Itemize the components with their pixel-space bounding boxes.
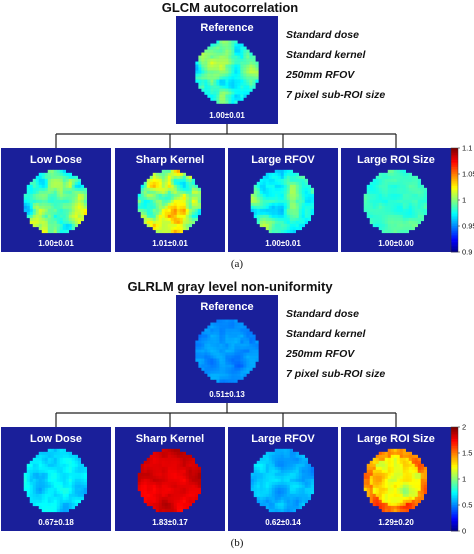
colorbar-tick: 1 <box>462 196 466 205</box>
panel-2: Large RFOV 1.00±0.01 <box>228 148 338 252</box>
colorbar-tick: 1.5 <box>462 449 472 458</box>
condition-text: Standard kernel <box>286 328 366 340</box>
condition-text: Standard dose <box>286 29 359 41</box>
panel-3: Large ROI Size 1.29±0.20 <box>341 427 451 531</box>
connector-tree <box>55 403 397 427</box>
texture-map <box>363 448 428 513</box>
colorbar-tick: 0.95 <box>462 222 474 231</box>
panel-label: Sharp Kernel <box>136 154 204 166</box>
panel-label: Large RFOV <box>251 433 315 445</box>
colorbar-tick: 1.05 <box>462 170 474 179</box>
figure-caption-group: (b) <box>231 537 244 549</box>
colorbar: 2 1.5 1 0.5 0 <box>450 423 472 536</box>
figure-title-group: GLCM autocorrelation <box>162 0 299 15</box>
condition-text: 250mm RFOV <box>285 69 355 81</box>
texture-map <box>363 169 428 234</box>
condition-text: 7 pixel sub-ROI size <box>286 368 385 380</box>
figure-caption: (a) <box>231 258 244 270</box>
panel-label: Large ROI Size <box>357 433 435 445</box>
panel-1: Sharp Kernel 1.83±0.17 <box>115 427 225 531</box>
condition-text: 7 pixel sub-ROI size <box>286 89 385 101</box>
panel-value: 1.00±0.01 <box>38 239 74 248</box>
panel-label: Large ROI Size <box>357 154 435 166</box>
figure-caption-group: (a) <box>231 258 244 270</box>
texture-map <box>23 169 88 234</box>
colorbar: 1.1 1.05 1 0.95 0.9 <box>450 144 474 257</box>
colorbar-tick: 0.5 <box>462 501 472 510</box>
panel-label: Low Dose <box>30 433 82 445</box>
colorbar-tick: 1.1 <box>462 144 472 153</box>
colorbar-tick: 0.9 <box>462 248 472 257</box>
reference-conditions: Standard dose Standard kernel 250mm RFOV 7 … <box>285 308 385 380</box>
colorbar-tick: 1 <box>462 475 466 484</box>
panel-label: Reference <box>200 301 253 313</box>
texture-map <box>137 169 202 234</box>
figure-caption: (b) <box>231 537 244 549</box>
panel-label: Sharp Kernel <box>136 433 204 445</box>
panel-value: 1.00±0.01 <box>209 111 245 120</box>
reference-conditions: Standard dose Standard kernel 250mm RFOV 7 … <box>285 29 385 101</box>
panel-label: Large RFOV <box>251 154 315 166</box>
figure-title: GLRLM gray level non-uniformity <box>127 279 333 294</box>
panel-0: Low Dose 0.67±0.18 <box>1 427 111 531</box>
panel-label: Low Dose <box>30 154 82 166</box>
panel-2: Large RFOV 0.62±0.14 <box>228 427 338 531</box>
panel-3: Large ROI Size 1.00±0.00 <box>341 148 451 252</box>
colorbar-tick: 0 <box>462 527 466 536</box>
panel-value: 1.83±0.17 <box>152 518 188 527</box>
panel-0: Low Dose 1.00±0.01 <box>1 148 111 252</box>
panel-value: 1.00±0.01 <box>265 239 301 248</box>
panel-value: 0.67±0.18 <box>38 518 74 527</box>
texture-map <box>195 40 259 104</box>
panel-label: Reference <box>200 22 253 34</box>
figure-title: GLCM autocorrelation <box>162 0 299 15</box>
texture-map <box>250 448 315 513</box>
panel-1: Sharp Kernel 1.01±0.01 <box>115 148 225 252</box>
reference-panel: Reference 1.00±0.01 <box>176 16 278 124</box>
reference-panel: Reference 0.51±0.13 <box>176 295 278 403</box>
figure-title-group: GLRLM gray level non-uniformity <box>127 279 333 294</box>
texture-map <box>250 169 315 234</box>
connector-tree <box>55 124 397 148</box>
panel-value: 0.62±0.14 <box>265 518 301 527</box>
panel-value: 1.29±0.20 <box>378 518 414 527</box>
texture-map <box>23 448 88 513</box>
texture-map <box>137 448 202 513</box>
panel-value: 0.51±0.13 <box>209 390 245 399</box>
condition-text: Standard kernel <box>286 49 366 61</box>
colorbar-tick: 2 <box>462 423 466 432</box>
panel-value: 1.01±0.01 <box>152 239 188 248</box>
panel-value: 1.00±0.00 <box>378 239 414 248</box>
condition-text: 250mm RFOV <box>285 348 355 360</box>
condition-text: Standard dose <box>286 308 359 320</box>
texture-map <box>195 319 259 383</box>
